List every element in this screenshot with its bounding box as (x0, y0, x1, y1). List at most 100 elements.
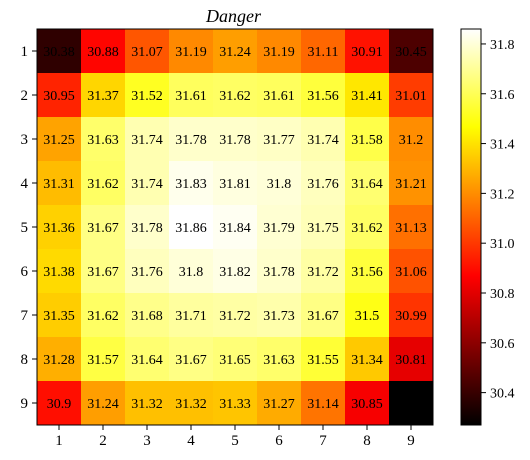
cell-value-label: 31.67 (175, 353, 207, 368)
cell-value-label: 31.78 (263, 265, 295, 280)
x-tick-label: 2 (99, 433, 107, 449)
cell-value-label: 31.19 (175, 45, 207, 60)
cell-value-label: 31.82 (219, 265, 251, 280)
heatmap-cell (125, 205, 170, 250)
heatmap-cell (213, 249, 258, 294)
heatmap-cell (345, 117, 390, 162)
heatmap-cell (213, 293, 258, 338)
heatmap-cell (389, 337, 434, 382)
heatmap-cell (389, 117, 434, 162)
cell-value-label: 31.84 (219, 221, 251, 236)
cell-value-label: 31.62 (351, 221, 383, 236)
cell-value-label: 31.11 (308, 45, 339, 60)
heatmap-cell (125, 249, 170, 294)
heatmap-cell (389, 249, 434, 294)
cell-value-label: 31.63 (87, 133, 119, 148)
x-axis: 1 2 3 4 5 6 7 8 9 (55, 425, 415, 449)
x-tick-label: 9 (407, 433, 415, 449)
heatmap-cell (213, 73, 258, 118)
heatmap-cell (389, 73, 434, 118)
cell-value-label: 30.9 (47, 397, 72, 412)
cell-value-label: 31.78 (219, 133, 251, 148)
heatmap-cell (37, 381, 82, 426)
heatmap-cell (345, 29, 390, 74)
heatmap-cell (257, 249, 302, 294)
colorbar-tick-label: 31.8 (490, 38, 515, 53)
y-tick-label: 4 (21, 176, 29, 192)
heatmap-cell (301, 293, 346, 338)
heatmap-cell (345, 249, 390, 294)
heatmap-cell (37, 205, 82, 250)
colorbar-tick-label: 31.4 (490, 138, 515, 153)
cell-value-label: 31.38 (43, 265, 75, 280)
colorbar: 30.4 30.6 30.8 31.0 31.2 31.4 31.6 31.8 (460, 28, 515, 426)
heatmap-cell (345, 337, 390, 382)
heatmap-cell (257, 73, 302, 118)
heatmap-cell (389, 29, 434, 74)
heatmap-cell (345, 293, 390, 338)
heatmap-cell (169, 117, 214, 162)
y-tick-label: 6 (21, 264, 29, 280)
heatmap-cell (345, 381, 390, 426)
heatmap-cell (257, 161, 302, 206)
heatmap-cell (169, 293, 214, 338)
heatmap-cell (81, 381, 126, 426)
cell-value-label: 31.07 (131, 45, 163, 60)
heatmap-cell (213, 161, 258, 206)
heatmap-cell (81, 249, 126, 294)
cell-value-label: 31.14 (307, 397, 339, 412)
cell-value-label: 31.86 (175, 221, 207, 236)
cell-value-label: 31.35 (43, 309, 75, 324)
heatmap-cell (389, 205, 434, 250)
cell-value-label: 31.58 (351, 133, 383, 148)
heatmap-cell (37, 249, 82, 294)
cell-value-label: 31.74 (131, 133, 163, 148)
cell-value-label: 31.34 (351, 353, 383, 368)
heatmap-cell (169, 73, 214, 118)
heatmap-cell (301, 161, 346, 206)
heatmap-cell (257, 205, 302, 250)
heatmap-cell (125, 161, 170, 206)
cell-value-label: 31.76 (131, 265, 163, 280)
heatmap-cell (169, 29, 214, 74)
heatmap-cell (301, 117, 346, 162)
cell-value-label: 31.41 (351, 89, 383, 104)
cell-value-label: 31.5 (355, 309, 380, 324)
cell-value-label: 31.64 (131, 353, 163, 368)
cell-value-label: 31.32 (175, 397, 207, 412)
heatmap-cell (301, 249, 346, 294)
cell-value-label: 31.32 (131, 397, 163, 412)
cell-value-label: 30.45 (395, 45, 427, 60)
heatmap-cell (257, 293, 302, 338)
cell-value-label: 30.88 (87, 45, 119, 60)
heatmap-cell (37, 73, 82, 118)
cell-value-label: 31.78 (131, 221, 163, 236)
cell-value-label: 31.27 (263, 397, 295, 412)
x-tick-label: 5 (231, 433, 239, 449)
cell-value-label: 31.81 (219, 177, 251, 192)
heatmap-cell (389, 293, 434, 338)
cell-value-label: 31.64 (351, 177, 383, 192)
cell-value-label: 31.63 (263, 353, 295, 368)
heatmap-cell (301, 205, 346, 250)
x-tick-label: 1 (55, 433, 63, 449)
y-tick-label: 7 (21, 308, 29, 324)
y-tick-label: 3 (21, 132, 29, 148)
heatmap-cell (169, 249, 214, 294)
heatmap-cell (257, 381, 302, 426)
colorbar-tick-label: 31.0 (490, 237, 515, 252)
heatmap-cell (37, 29, 82, 74)
cell-value-label: 31.28 (43, 353, 75, 368)
heatmap-cell (213, 381, 258, 426)
cell-value-label: 31.52 (131, 89, 163, 104)
cell-value-label: 31.06 (395, 265, 427, 280)
cell-value-label: 31.8 (267, 177, 292, 192)
x-tick-label: 6 (275, 433, 283, 449)
y-axis: 1 2 3 4 5 6 7 8 9 (21, 44, 37, 412)
cell-value-label: 31.77 (263, 133, 295, 148)
cell-value-label: 31.61 (263, 89, 295, 104)
cell-value-label: 31.62 (87, 309, 119, 324)
heatmap-cell (125, 337, 170, 382)
cell-value-label: 31.37 (87, 89, 119, 104)
cell-value-label: 31.67 (87, 265, 119, 280)
